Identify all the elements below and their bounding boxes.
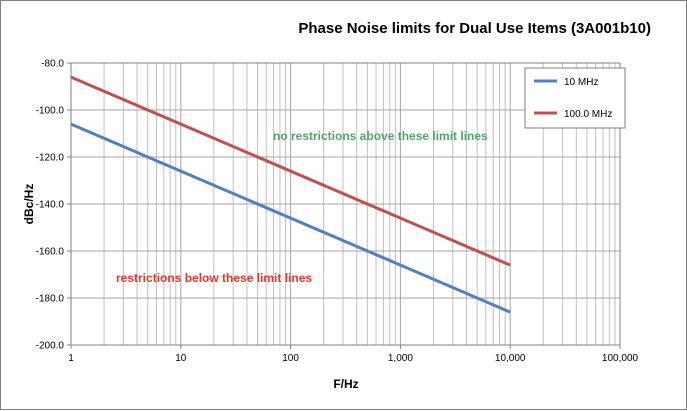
y-tick-label: -120.0 [36, 153, 65, 164]
annotation-no-restrictions: no restrictions above these limit lines [273, 129, 488, 143]
x-tick-label: 1 [68, 353, 74, 364]
legend: 10 MHz 100.0 MHz [524, 67, 626, 129]
chart-title: Phase Noise limits for Dual Use Items (3… [298, 20, 651, 37]
y-tick-label: -100.0 [36, 106, 65, 117]
y-tick-label: -160.0 [36, 247, 65, 258]
x-tick-label: 10 [175, 353, 187, 364]
grid [70, 62, 620, 346]
y-tick-label: -140.0 [36, 200, 65, 211]
x-axis-label: F/Hz [333, 377, 358, 391]
x-tick-label: 100 [282, 353, 299, 364]
y-tick-label: -80.0 [41, 59, 64, 70]
annotation-restrictions: restrictions below these limit lines [116, 271, 312, 285]
y-axis-label: dBc/Hz [22, 184, 36, 225]
y-tick-label: -200.0 [36, 341, 65, 352]
legend-label-100mhz: 100.0 MHz [564, 109, 612, 120]
legend-box [524, 67, 626, 129]
series-line-100mhz [70, 75, 511, 267]
y-axis: -200.0 -180.0 -160.0 -140.0 -120.0 -100.0 -80.… [36, 59, 71, 352]
x-tick-label: 10,000 [495, 353, 526, 364]
x-axis: 1 10 100 1,000 10,000 100,000 [68, 345, 639, 364]
x-tick-label: 100,000 [602, 353, 639, 364]
y-tick-label: -180.0 [36, 294, 65, 305]
x-tick-label: 1,000 [388, 353, 413, 364]
legend-label-10mhz: 10 MHz [564, 77, 598, 88]
series-line-10mhz [70, 122, 511, 314]
series-lines [70, 75, 511, 314]
